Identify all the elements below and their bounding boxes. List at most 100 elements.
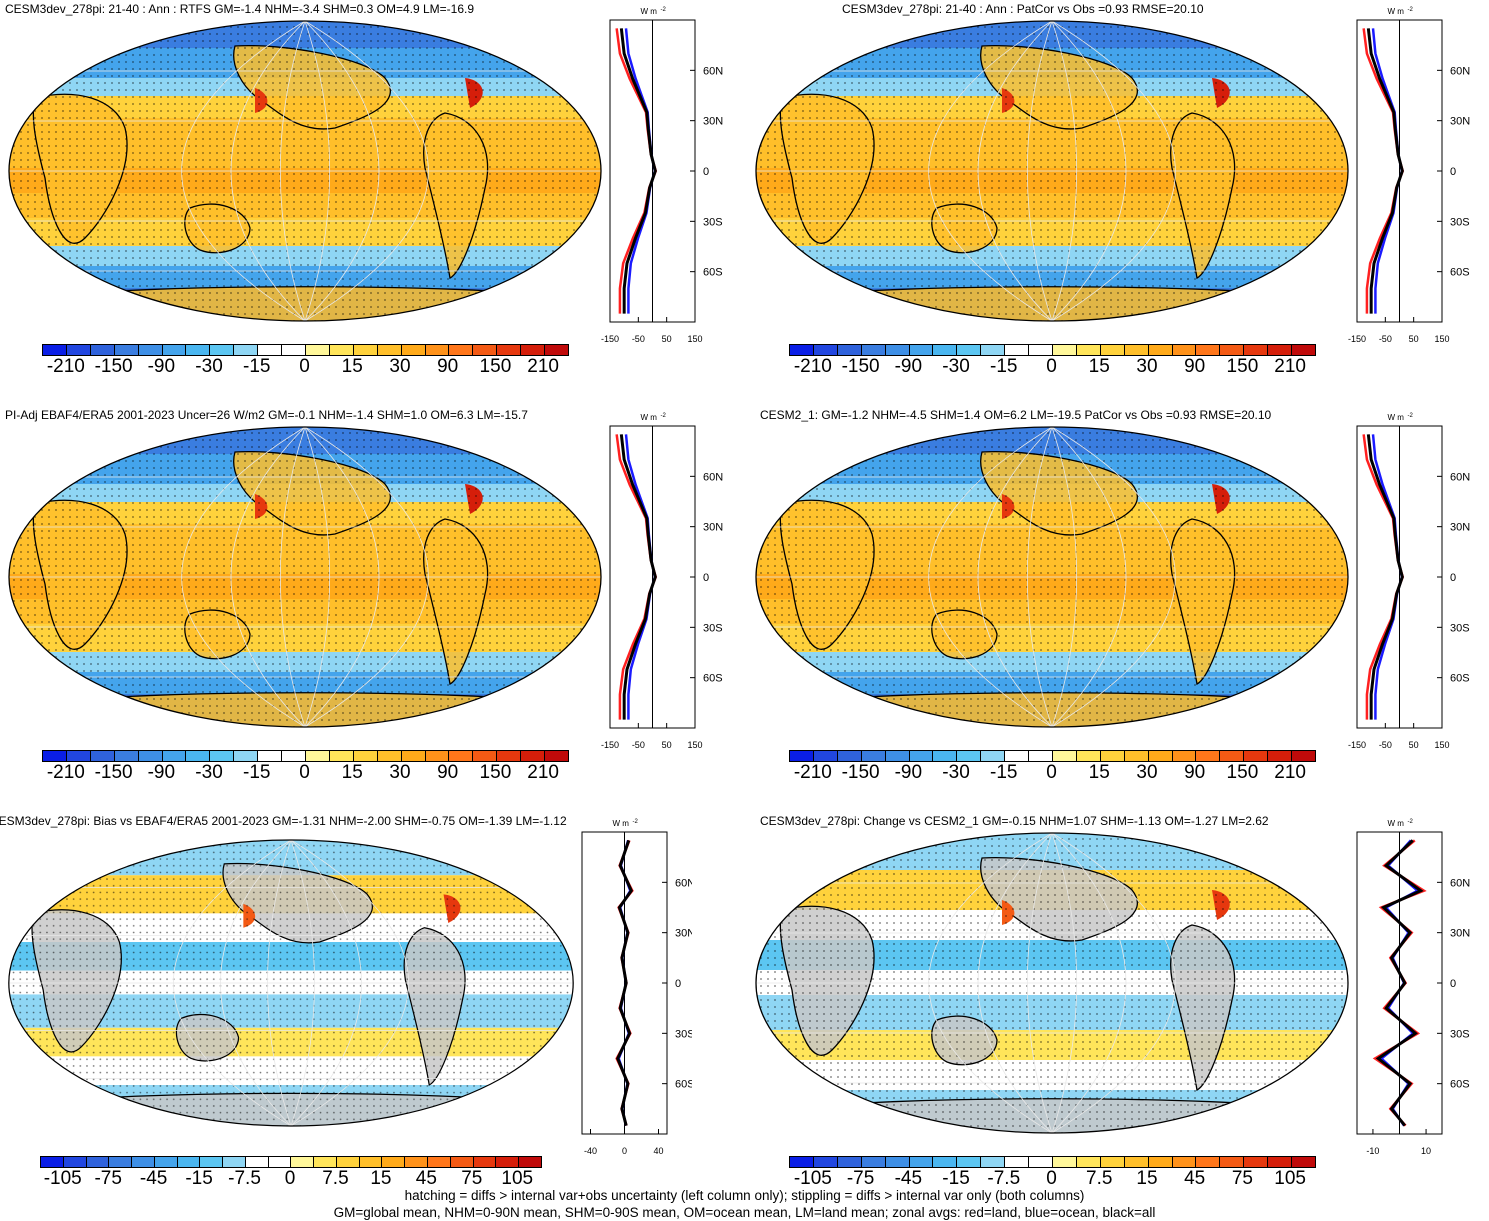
colorbar-swatch (63, 1157, 87, 1167)
colorbar (789, 344, 1316, 356)
unit-label: W m (1388, 819, 1405, 828)
colorbar-swatch (90, 751, 115, 761)
colorbar-swatch (1244, 751, 1269, 761)
colorbar-swatch (1268, 1157, 1293, 1167)
colorbar-swatch (1244, 345, 1269, 355)
colorbar-swatch (981, 345, 1006, 355)
colorbar-swatch (66, 345, 91, 355)
colorbar-swatch (114, 345, 139, 355)
colorbar-swatch (282, 345, 306, 355)
colorbar-label: -150 (841, 356, 880, 377)
colorbar-swatch (162, 751, 187, 761)
colorbar-swatch (382, 1157, 406, 1167)
colorbar-swatch (268, 1157, 292, 1167)
colorbar-swatch (957, 751, 982, 761)
colorbar-label: -105 (43, 1168, 82, 1189)
colorbar-label: 0 (299, 356, 310, 377)
colorbar-label: -45 (894, 1168, 923, 1189)
colorbar-labels: -105 -75 -45 -15 -7.5 0 7.5 15 45 75 105 (789, 1168, 1314, 1190)
colorbar-swatch (450, 1157, 474, 1167)
zonal-mean-plot: W m -2 60N 30N 0 30S 60S -150 -50 50 150 (601, 413, 723, 750)
colorbar (42, 344, 569, 356)
lat-tick-label: 60S (703, 673, 723, 685)
colorbar-label: -7.5 (228, 1168, 261, 1189)
lat-tick-label: 30N (1450, 522, 1470, 534)
lat-tick-label: 60S (1450, 673, 1470, 685)
lat-tick-label: 30S (703, 622, 723, 634)
colorbar-label: 90 (437, 356, 459, 377)
lat-tick-label: 60N (703, 471, 723, 483)
value-tick-label: -10 (1366, 1146, 1379, 1156)
lat-tick-label: 30N (1450, 116, 1470, 128)
colorbar-label: 7.5 (322, 1168, 349, 1189)
colorbar-swatch (1005, 751, 1030, 761)
colorbar-swatch (109, 1157, 133, 1167)
zonal-land-line (1362, 434, 1405, 720)
colorbar-swatch (521, 751, 546, 761)
colorbar-swatch (813, 1157, 838, 1167)
colorbar-label: -90 (894, 762, 923, 783)
colorbar-label: -105 (793, 1168, 832, 1189)
value-tick-label: 150 (1434, 740, 1449, 750)
colorbar-label: -150 (94, 356, 133, 377)
colorbar-swatch (1005, 1157, 1030, 1167)
colorbar-swatch (353, 345, 378, 355)
value-tick-label: 0 (622, 1146, 627, 1156)
colorbar-swatch (837, 345, 862, 355)
colorbar-swatch (425, 751, 450, 761)
value-tick-label: 10 (1421, 1146, 1431, 1156)
value-tick-label: -150 (601, 740, 619, 750)
value-tick-label: -50 (632, 334, 645, 344)
colorbar-swatch (336, 1157, 360, 1167)
colorbar-label: -210 (793, 356, 832, 377)
colorbar-label: -15 (243, 356, 271, 377)
value-tick-label: 150 (687, 740, 702, 750)
colorbar-swatch (545, 751, 568, 761)
colorbar-swatch (497, 345, 522, 355)
zonal-all-line (1375, 839, 1424, 1127)
value-tick-label: 150 (687, 334, 702, 344)
zonal-mean-plot: W m -2 60N 30N 0 30S 60S -10 10 (1356, 819, 1470, 1156)
value-tick-label: 50 (1409, 740, 1419, 750)
colorbar-label: -75 (846, 1168, 875, 1189)
zonal-land-line (1362, 28, 1405, 314)
lat-tick-label: 30S (675, 1028, 692, 1040)
lat-tick-label: 30N (1450, 928, 1470, 940)
panel-title: CESM3dev_278pi: Change vs CESM2_1 GM=-0.… (760, 814, 1269, 828)
colorbar-label: -15 (990, 356, 1018, 377)
colorbar-swatch (981, 751, 1006, 761)
colorbar-swatch (957, 345, 982, 355)
colorbar-swatch (245, 1157, 269, 1167)
colorbar-swatch (909, 1157, 934, 1167)
colorbar-swatch (1268, 751, 1293, 761)
lat-tick-label: 30S (1450, 1028, 1470, 1040)
unit-superscript: -2 (1408, 413, 1414, 419)
lat-tick-label: 30S (1450, 622, 1470, 634)
colorbar-label: 45 (415, 1168, 437, 1189)
colorbar-swatch (305, 345, 330, 355)
zonal-mean-plot: W m -2 60N 30N 0 30S 60S -150 -50 50 150 (1348, 413, 1470, 750)
colorbar-swatch (1172, 751, 1197, 761)
colorbar-swatch (1268, 345, 1293, 355)
colorbar-swatch (1076, 345, 1101, 355)
colorbar-label: -15 (942, 1168, 970, 1189)
map-border (755, 832, 1349, 1134)
colorbar-label: 0 (1046, 1168, 1057, 1189)
colorbar-labels: -210 -150 -90 -30 -15 0 15 30 90 150 210 (789, 762, 1314, 784)
colorbar-label: 7.5 (1086, 1168, 1113, 1189)
colorbar-swatch (132, 1157, 155, 1167)
colorbar-swatch (909, 345, 934, 355)
value-tick-label: 40 (653, 1146, 663, 1156)
colorbar-label: 75 (1231, 1168, 1253, 1189)
colorbar-label: -7.5 (987, 1168, 1021, 1189)
colorbar-swatch (790, 1157, 814, 1167)
value-tick-label: 50 (1409, 334, 1419, 344)
zonal-mean-plot: W m -2 60N 30N 0 30S 60S -150 -50 50 150 (601, 7, 723, 344)
colorbar-swatch (449, 751, 474, 761)
colorbar-swatch (1052, 345, 1077, 355)
world-map (8, 20, 602, 322)
colorbar-swatch (234, 345, 259, 355)
colorbar-swatch (519, 1157, 541, 1167)
colorbar-swatch (1029, 345, 1053, 355)
value-tick-label: -50 (1379, 740, 1392, 750)
